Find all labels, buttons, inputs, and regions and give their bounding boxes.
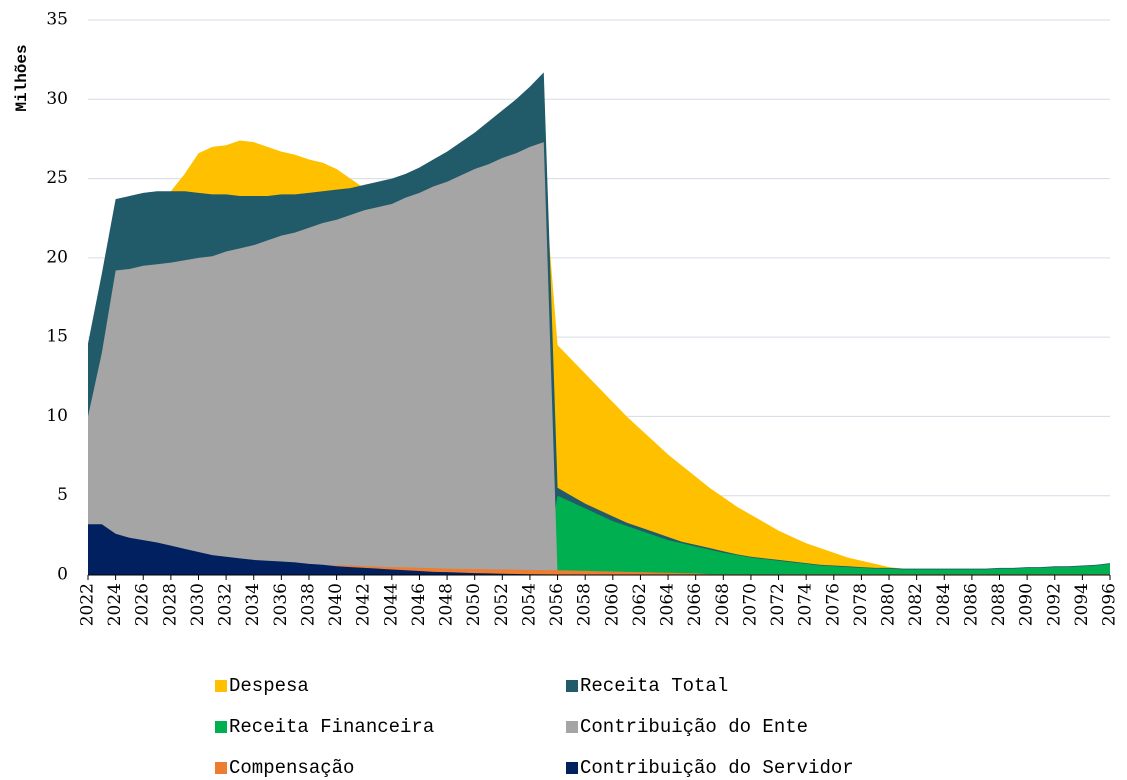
legend-swatch (566, 680, 578, 692)
x-tick-label: 2084 (934, 583, 954, 626)
x-tick-label: 2070 (740, 583, 760, 626)
legend-label: Receita Financeira (229, 716, 434, 738)
x-tick-label: 2048 (437, 583, 457, 626)
x-tick-label: 2052 (492, 583, 512, 626)
x-tick-label: 2040 (326, 583, 346, 626)
legend-label: Receita Total (580, 675, 728, 697)
area (88, 495, 1110, 575)
x-tick-label: 2062 (630, 583, 650, 626)
legend-swatch (566, 762, 578, 774)
x-tick-label: 2022 (78, 583, 98, 626)
x-tick-label: 2038 (298, 583, 318, 626)
legend-swatch (215, 762, 227, 774)
x-tick-label: 2092 (1044, 583, 1064, 626)
y-tick-label: 20 (46, 247, 68, 267)
x-tick-label: 2026 (133, 583, 153, 626)
y-tick-label: 15 (46, 327, 68, 347)
legend-swatch (215, 721, 227, 733)
x-tick-label: 2066 (685, 583, 705, 626)
x-tick-label: 2078 (851, 583, 871, 626)
legend-swatch (566, 721, 578, 733)
x-tick-label: 2072 (768, 583, 788, 626)
y-tick-label: 35 (46, 10, 68, 30)
x-tick-label: 2056 (547, 583, 567, 626)
legend-swatch (215, 680, 227, 692)
x-tick-label: 2088 (989, 583, 1009, 626)
y-axis-label: Milhões (13, 44, 31, 111)
x-tick-label: 2042 (354, 583, 374, 626)
x-tick-label: 2034 (243, 583, 263, 626)
legend-label: Contribuição do Servidor (580, 757, 854, 779)
x-tick-label: 2080 (879, 583, 899, 626)
x-tick-label: 2036 (271, 583, 291, 626)
y-tick-label: 30 (46, 89, 68, 109)
x-tick-label: 2086 (961, 583, 981, 626)
x-tick-label: 2044 (381, 583, 401, 626)
x-tick-label: 2032 (216, 583, 236, 626)
x-tick-label: 2046 (409, 583, 429, 626)
x-tick-label: 2068 (713, 583, 733, 626)
x-tick-label: 2074 (796, 583, 816, 626)
y-tick-label: 0 (57, 565, 68, 585)
x-tick-label: 2096 (1100, 583, 1120, 626)
x-tick-label: 2058 (575, 583, 595, 626)
legend-label: Despesa (229, 675, 309, 697)
legend-label: Contribuição do Ente (580, 716, 808, 738)
x-tick-label: 2082 (906, 583, 926, 626)
x-tick-label: 2050 (464, 583, 484, 626)
x-tick-label: 2054 (519, 583, 539, 626)
y-tick-label: 25 (46, 168, 68, 188)
x-tick-label: 2064 (658, 583, 678, 626)
legend-label: Compensação (229, 757, 354, 779)
x-tick-label: 2028 (160, 583, 180, 626)
area (88, 524, 1110, 575)
x-tick-label: 2030 (188, 583, 208, 626)
y-tick-label: 5 (57, 485, 68, 505)
x-tick-label: 2024 (105, 583, 125, 626)
x-tick-label: 2076 (823, 583, 843, 626)
area (88, 142, 1110, 575)
x-tick-label: 2090 (1017, 583, 1037, 626)
x-tick-label: 2094 (1072, 583, 1092, 626)
x-tick-label: 2060 (602, 583, 622, 626)
y-tick-label: 10 (46, 406, 68, 426)
